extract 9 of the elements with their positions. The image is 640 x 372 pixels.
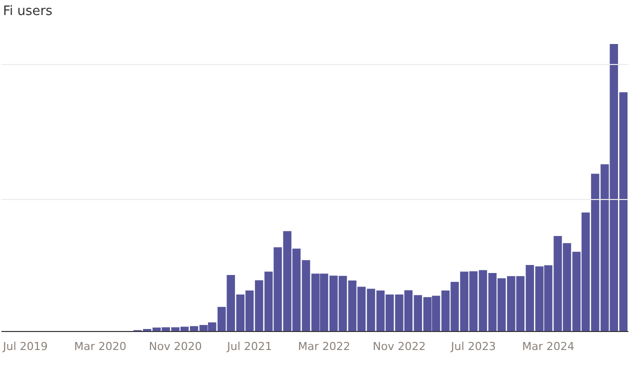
x-tick-label: Mar 2020 [74, 340, 126, 353]
x-tick-label: Mar 2022 [298, 340, 350, 353]
x-tick-label: Jul 2021 [226, 340, 272, 353]
x-tick-label: Nov 2022 [372, 340, 426, 353]
x-tick-label: Nov 2020 [148, 340, 202, 353]
x-tick-label: Jul 2019 [2, 340, 48, 353]
chart-title: Fi users [3, 4, 53, 19]
x-tick-label: Mar 2024 [522, 340, 574, 353]
x-tick-label: Jul 2023 [450, 340, 496, 353]
